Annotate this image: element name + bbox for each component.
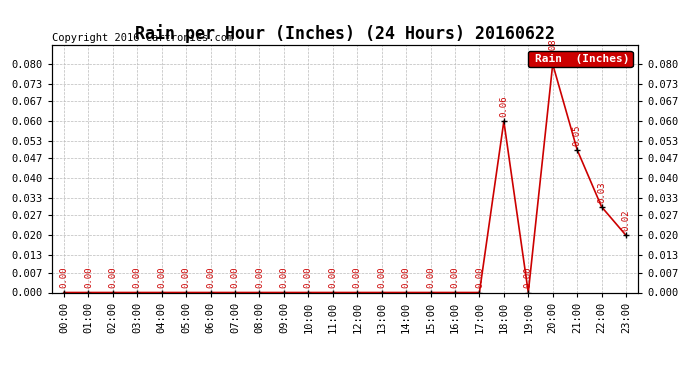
Text: 0.05: 0.05 <box>573 124 582 146</box>
Text: Copyright 2016 Cartronics.com: Copyright 2016 Cartronics.com <box>52 33 233 42</box>
Text: 0.00: 0.00 <box>255 267 264 288</box>
Text: 0.00: 0.00 <box>181 267 190 288</box>
Text: 0.00: 0.00 <box>279 267 288 288</box>
Text: 0.03: 0.03 <box>597 181 606 203</box>
Text: 0.00: 0.00 <box>132 267 141 288</box>
Text: 0.00: 0.00 <box>84 267 93 288</box>
Text: 0.02: 0.02 <box>622 210 631 231</box>
Text: 0.00: 0.00 <box>353 267 362 288</box>
Text: 0.00: 0.00 <box>157 267 166 288</box>
Text: 0.00: 0.00 <box>328 267 337 288</box>
Text: 0.00: 0.00 <box>206 267 215 288</box>
Text: 0.00: 0.00 <box>108 267 117 288</box>
Legend: Rain  (Inches): Rain (Inches) <box>528 51 633 67</box>
Text: 0.00: 0.00 <box>524 267 533 288</box>
Text: 0.08: 0.08 <box>549 39 558 60</box>
Text: 0.00: 0.00 <box>402 267 411 288</box>
Text: 0.06: 0.06 <box>500 96 509 117</box>
Text: 0.00: 0.00 <box>230 267 239 288</box>
Text: 0.00: 0.00 <box>304 267 313 288</box>
Text: 0.00: 0.00 <box>377 267 386 288</box>
Title: Rain per Hour (Inches) (24 Hours) 20160622: Rain per Hour (Inches) (24 Hours) 201606… <box>135 24 555 44</box>
Text: 0.00: 0.00 <box>451 267 460 288</box>
Text: 0.00: 0.00 <box>59 267 68 288</box>
Text: 0.00: 0.00 <box>426 267 435 288</box>
Text: 0.00: 0.00 <box>475 267 484 288</box>
